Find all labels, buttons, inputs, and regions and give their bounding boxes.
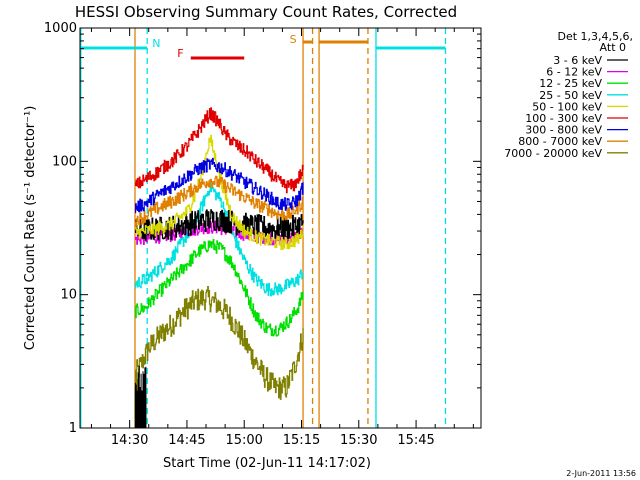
legend-label-6-12-kev: 6 - 12 keV [546, 66, 602, 79]
legend-label-100-300-kev: 100 - 300 keV [525, 112, 602, 125]
series-line-25-50-kev [135, 179, 304, 297]
flag-label-n: N [152, 37, 160, 50]
y-tick-label: 1000 [44, 21, 77, 36]
x-tick-label: 15:30 [340, 433, 377, 448]
series-line-800-7000-kev [135, 175, 304, 228]
series-line-3-6-kev [135, 209, 304, 241]
x-tick-label: 15:00 [225, 433, 262, 448]
legend-title-line1: Det 1,3,4,5,6, [557, 30, 633, 43]
series-spikes-3-6-kev [134, 365, 147, 428]
flag-bars: N F S [80, 33, 446, 60]
x-tick-label: 14:45 [168, 433, 205, 448]
series-line-300-800-kev [135, 157, 304, 214]
legend-label-7000-20000-kev: 7000 - 20000 keV [504, 147, 602, 160]
y-tick-label: 1 [69, 421, 77, 436]
y-tick-label: 100 [52, 154, 77, 169]
legend-label-50-100-kev: 50 - 100 keV [532, 100, 602, 113]
y-axis: 1 10 100 1000 [44, 21, 481, 436]
x-tick-label: 14:30 [111, 433, 148, 448]
plot-frame [79, 27, 482, 429]
series-line-12-25-kev [135, 238, 304, 337]
timestamp: 2-Jun-2011 13:56 [566, 469, 636, 478]
y-axis-label: Corrected Count Rate (s⁻¹ detector⁻¹) [23, 106, 38, 351]
series-group [134, 107, 304, 428]
legend-label-25-50-kev: 25 - 50 keV [539, 89, 602, 102]
series-line-7000-20000-kev [135, 286, 304, 400]
x-tick-label: 15:45 [397, 433, 434, 448]
y-tick-label: 10 [60, 288, 77, 303]
flag-label-f: F [177, 47, 183, 60]
legend-label-12-25-kev: 12 - 25 keV [539, 77, 602, 90]
x-tick-label: 15:15 [283, 433, 320, 448]
legend-title-line2: Att 0 [600, 41, 626, 54]
chart-title: HESSI Observing Summary Count Rates, Cor… [75, 3, 457, 21]
legend-label-3-6-kev: 3 - 6 keV [553, 54, 602, 67]
legend-label-800-7000-kev: 800 - 7000 keV [518, 135, 602, 148]
x-axis-label: Start Time (02-Jun-11 14:17:02) [163, 456, 371, 471]
x-axis: 14:30 14:45 15:00 15:15 15:30 15:45 [90, 28, 474, 448]
series-line-100-300-kev [135, 107, 304, 194]
legend-label-300-800-kev: 300 - 800 keV [525, 124, 602, 137]
flag-label-s: S [290, 33, 297, 46]
